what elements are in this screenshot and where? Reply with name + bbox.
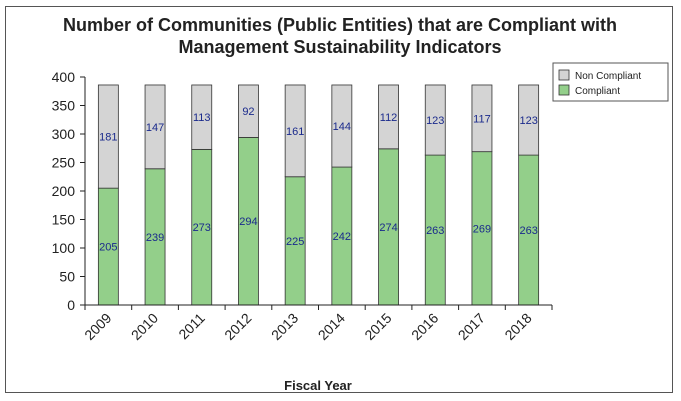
data-label: 92 xyxy=(242,106,254,118)
data-label: 147 xyxy=(146,122,164,134)
data-label: 273 xyxy=(193,222,211,234)
bar-segment-non-compliant xyxy=(331,84,353,168)
legend-label: Non Compliant xyxy=(575,71,641,82)
x-tick-label: 2015 xyxy=(361,310,394,343)
data-label: 239 xyxy=(146,232,164,244)
data-label: 225 xyxy=(286,236,304,248)
legend-box xyxy=(552,62,669,102)
bar-segment-non-compliant xyxy=(424,84,446,156)
data-label: 263 xyxy=(426,225,444,237)
x-tick-label: 2017 xyxy=(455,310,488,343)
x-tick-label: 2014 xyxy=(315,310,348,343)
data-label: 117 xyxy=(473,113,491,125)
x-tick-label: 2016 xyxy=(408,310,441,343)
x-tick-label: 2010 xyxy=(128,310,161,343)
data-label: 294 xyxy=(239,216,257,228)
chart-title: Number of Communities (Public Entities) … xyxy=(30,14,650,58)
x-axis: 2009 2010 2011 2012 2013 2014 2015 2016 2017 2018 xyxy=(81,304,553,343)
bar-segment-non-compliant xyxy=(518,84,540,156)
data-label: 269 xyxy=(473,223,491,235)
y-tick-label: 0 xyxy=(67,297,75,313)
bar-segment-non-compliant xyxy=(238,84,259,138)
x-tick-label: 2011 xyxy=(175,310,208,343)
chart-title-line-1: Number of Communities (Public Entities) … xyxy=(62,15,618,35)
y-tick-label: 150 xyxy=(52,212,76,228)
y-axis: 0 50 100 150 200 250 300 350 400 xyxy=(52,69,86,313)
y-tick-label: 350 xyxy=(52,98,76,114)
data-label: 274 xyxy=(379,222,397,234)
x-tick-label: 2012 xyxy=(221,310,254,343)
data-label: 181 xyxy=(99,132,117,144)
bar-segment-non-compliant xyxy=(284,84,306,178)
bar-segment-non-compliant xyxy=(144,84,166,170)
legend-swatch-compliant xyxy=(558,84,570,96)
bar-segment-non-compliant xyxy=(471,84,493,153)
y-tick-label: 50 xyxy=(59,269,75,285)
data-label: 113 xyxy=(193,112,211,124)
data-label: 263 xyxy=(519,225,537,237)
y-tick-label: 400 xyxy=(52,69,76,85)
y-tick-label: 200 xyxy=(52,183,76,199)
data-label: 205 xyxy=(99,242,117,254)
bars: 205 181 239 147 273 113 294 92 225 161 242 144 274 11… xyxy=(97,84,540,306)
y-tick-label: 250 xyxy=(52,155,76,171)
data-label: 123 xyxy=(519,115,537,127)
x-axis-title: Fiscal Year xyxy=(284,378,352,393)
data-label: 144 xyxy=(333,121,351,133)
data-label: 161 xyxy=(286,126,304,138)
x-tick-label: 2018 xyxy=(501,310,534,343)
bar-segment-non-compliant xyxy=(97,84,119,189)
data-label: 112 xyxy=(380,112,398,124)
data-label: 242 xyxy=(333,231,351,243)
data-label: 123 xyxy=(426,115,444,127)
chart-title-line-2: Management Sustainability Indicators xyxy=(178,37,502,57)
bar-segment-non-compliant xyxy=(191,84,213,150)
bar-segment-non-compliant xyxy=(378,84,399,150)
x-tick-label: 2009 xyxy=(81,310,114,343)
y-tick-label: 100 xyxy=(52,240,76,256)
legend: Non Compliant Compliant xyxy=(552,62,669,102)
legend-label: Compliant xyxy=(575,86,620,97)
y-tick-label: 300 xyxy=(52,126,76,142)
x-tick-label: 2013 xyxy=(268,310,301,343)
legend-swatch-non-compliant xyxy=(558,69,570,81)
